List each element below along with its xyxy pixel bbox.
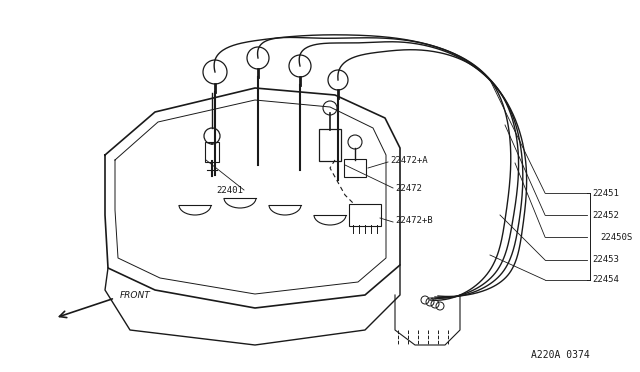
- Text: 22472+A: 22472+A: [390, 155, 428, 164]
- FancyBboxPatch shape: [205, 142, 219, 162]
- Text: FRONT: FRONT: [120, 291, 151, 299]
- Text: 22453: 22453: [592, 256, 619, 264]
- Text: 22451: 22451: [592, 189, 619, 198]
- Text: 22472+B: 22472+B: [395, 215, 433, 224]
- Text: A220A 0374: A220A 0374: [531, 350, 589, 360]
- Text: 22472: 22472: [395, 183, 422, 192]
- FancyBboxPatch shape: [349, 204, 381, 226]
- Text: 22450S: 22450S: [600, 232, 632, 241]
- FancyBboxPatch shape: [319, 129, 341, 161]
- Text: 22452: 22452: [592, 211, 619, 219]
- FancyBboxPatch shape: [344, 159, 366, 177]
- Text: 22401: 22401: [216, 186, 243, 195]
- Text: 22454: 22454: [592, 276, 619, 285]
